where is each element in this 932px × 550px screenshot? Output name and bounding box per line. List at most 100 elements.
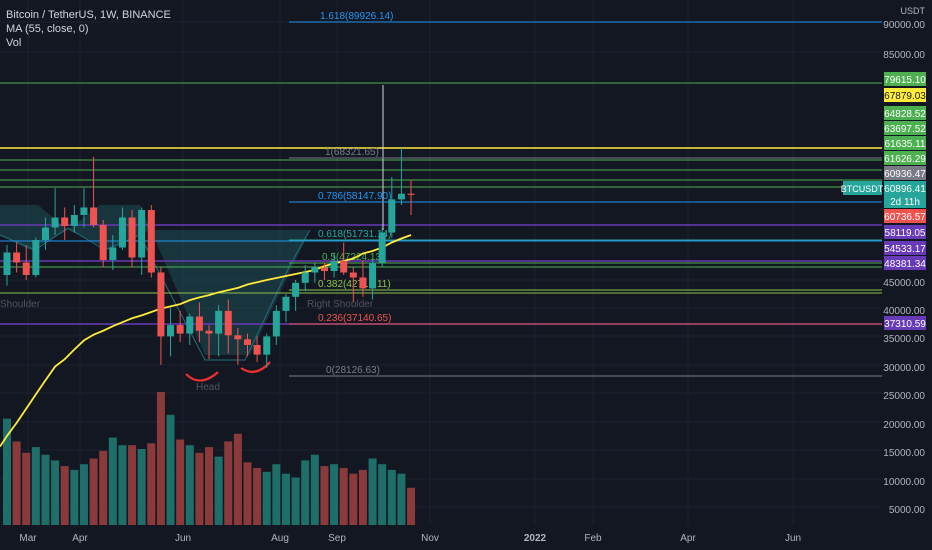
volume-indicator-label[interactable]: Vol: [6, 37, 22, 49]
candle-body: [90, 207, 98, 225]
y-tick-label: 25000.00: [883, 391, 925, 402]
candle-body: [176, 325, 184, 334]
y-axis-unit: USDT: [901, 6, 926, 16]
price-label-bg: [884, 209, 926, 223]
volume-bar: [185, 445, 194, 525]
price-label-bg: [884, 256, 926, 270]
candle-body: [244, 339, 251, 345]
fib-label: 0.236(37140.65): [318, 313, 391, 324]
price-label-bg: [884, 151, 926, 165]
volume-bar: [310, 454, 319, 525]
y-tick-label: 30000.00: [883, 363, 925, 374]
candle-body: [272, 310, 280, 337]
y-tick-label: 20000.00: [883, 420, 925, 431]
volume-bar: [118, 445, 127, 525]
candle-body: [301, 272, 309, 283]
volume-bar: [224, 441, 233, 525]
volume-bar: [51, 460, 60, 525]
x-tick-label: 2022: [524, 533, 547, 544]
y-tick-label: 40000.00: [883, 306, 925, 317]
candle-body: [282, 296, 290, 311]
volume-bar: [3, 418, 11, 525]
candle-body: [128, 217, 136, 258]
candle-body: [369, 262, 377, 289]
volume-bar: [214, 456, 223, 525]
price-label: 37310.59: [884, 319, 926, 330]
candle-body: [378, 232, 386, 263]
symbol-tag-bg: [843, 181, 882, 195]
ma-indicator-label[interactable]: MA (55, close, 0): [6, 23, 89, 35]
x-tick-label: Jun: [785, 533, 801, 544]
candle-body: [388, 199, 396, 233]
fib-label: 0.618(51731.14): [318, 229, 391, 240]
volume-bar: [233, 433, 242, 525]
x-tick-label: Feb: [584, 533, 602, 544]
y-tick-label: 85000.00: [883, 50, 925, 61]
volume-bar: [330, 464, 339, 525]
y-tick-label: 15000.00: [883, 448, 925, 459]
candle-body: [224, 310, 232, 336]
candle-body: [22, 262, 30, 275]
x-tick-label: Sep: [328, 533, 346, 544]
symbol-title[interactable]: Bitcoin / TetherUS, 1W, BINANCE: [6, 9, 171, 21]
volume-bar: [60, 466, 69, 525]
volume-bar: [281, 473, 290, 525]
price-label-bg: [884, 316, 926, 330]
annotation-right-shoulder: Right Shoulder: [307, 299, 374, 310]
y-tick-label: 90000.00: [883, 20, 925, 31]
fib-label: 0.786(58147.90): [318, 191, 391, 202]
price-label: 63697.52: [884, 124, 926, 135]
volume-bar: [368, 458, 377, 525]
candle-body: [167, 325, 175, 337]
price-label-bg: [884, 136, 926, 150]
volume-bar: [397, 473, 406, 525]
volume-bar: [349, 473, 358, 525]
volume-bar: [31, 447, 40, 525]
chart-legend: Bitcoin / TetherUS, 1W, BINANCE MA (55, …: [6, 8, 171, 50]
candle-body: [80, 207, 88, 215]
right-shoulder-marker: [240, 361, 271, 373]
y-tick-label: 10000.00: [883, 477, 925, 488]
fib-label: 0.382(42717.11): [318, 279, 391, 290]
candle-body: [215, 310, 223, 334]
volume-bar: [176, 439, 185, 525]
price-label: 60896.41: [884, 184, 926, 195]
price-label-bg: [884, 194, 926, 208]
candle-body: [311, 267, 319, 273]
fib-label: 0.5(47224.13): [322, 252, 384, 263]
volume-bar: [205, 447, 214, 525]
price-label-bg: [884, 241, 926, 255]
candle-body: [51, 217, 59, 228]
candle-body: [195, 316, 203, 331]
x-tick-label: Jun: [175, 533, 191, 544]
price-label-bg: [884, 181, 926, 195]
candle-body: [61, 217, 69, 226]
candle-body: [13, 252, 21, 263]
annotation-head: Head: [196, 382, 220, 393]
volume-bar: [137, 449, 146, 525]
volume-bar: [147, 443, 156, 525]
volume-bar: [12, 441, 21, 525]
price-label-bg: [884, 106, 926, 120]
volume-bar: [253, 468, 262, 525]
x-axis-bg: [0, 525, 882, 550]
fib-label: 1(68321.65): [325, 147, 379, 158]
price-label: 61635.11: [885, 139, 926, 150]
volume-bar: [22, 452, 31, 525]
volume-bar: [89, 458, 98, 525]
pattern-fill: [0, 205, 310, 355]
volume-bar: [166, 414, 175, 525]
price-label: 2d 11h: [890, 197, 920, 208]
candle-body: [157, 272, 165, 337]
price-label: 48381.34: [884, 259, 926, 270]
candle-body: [407, 193, 415, 195]
candle-body: [397, 193, 405, 200]
volume-bar: [128, 445, 137, 525]
candle-body: [320, 267, 328, 271]
price-label-bg: [884, 88, 926, 102]
x-tick-label: Aug: [271, 533, 289, 544]
y-tick-label: 45000.00: [883, 278, 925, 289]
volume-bar: [320, 466, 329, 525]
